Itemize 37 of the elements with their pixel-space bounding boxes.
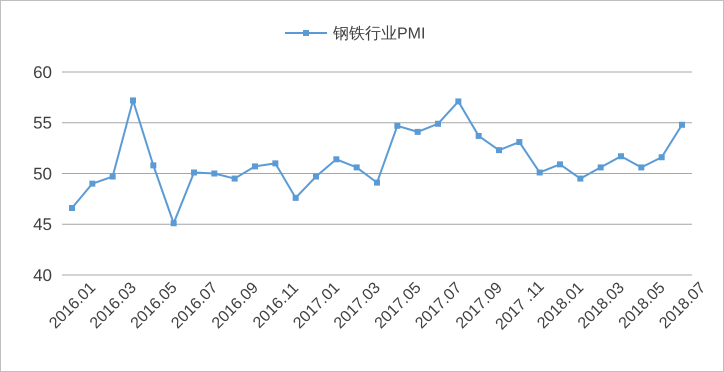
point	[211, 170, 218, 176]
point	[69, 205, 75, 212]
point	[577, 176, 584, 182]
point	[476, 132, 482, 139]
point	[638, 164, 644, 170]
point	[232, 176, 238, 182]
point	[110, 174, 116, 180]
point	[679, 122, 685, 128]
point	[455, 98, 462, 104]
point	[496, 147, 502, 154]
y-tick-label: 60	[33, 62, 52, 82]
point	[394, 122, 400, 129]
point	[516, 139, 522, 146]
y-tick-label: 50	[33, 164, 52, 184]
point	[191, 169, 197, 176]
point	[354, 164, 360, 170]
point	[536, 169, 543, 176]
point	[333, 156, 340, 162]
point	[150, 162, 156, 168]
point	[618, 153, 624, 160]
point	[658, 154, 665, 160]
point	[598, 164, 604, 170]
point	[89, 180, 96, 187]
point	[292, 194, 299, 201]
y-tick-label: 45	[33, 215, 52, 234]
point	[130, 97, 136, 104]
point	[170, 220, 177, 226]
point	[414, 128, 421, 135]
y-tick-label: 55	[33, 114, 52, 133]
y-tick-label: 40	[33, 266, 52, 285]
point	[252, 163, 258, 170]
legend-label: 钢铁行业PMI	[332, 24, 426, 43]
point	[557, 161, 563, 168]
point	[272, 160, 278, 166]
point	[313, 174, 319, 180]
point	[435, 120, 441, 127]
point	[374, 180, 380, 186]
